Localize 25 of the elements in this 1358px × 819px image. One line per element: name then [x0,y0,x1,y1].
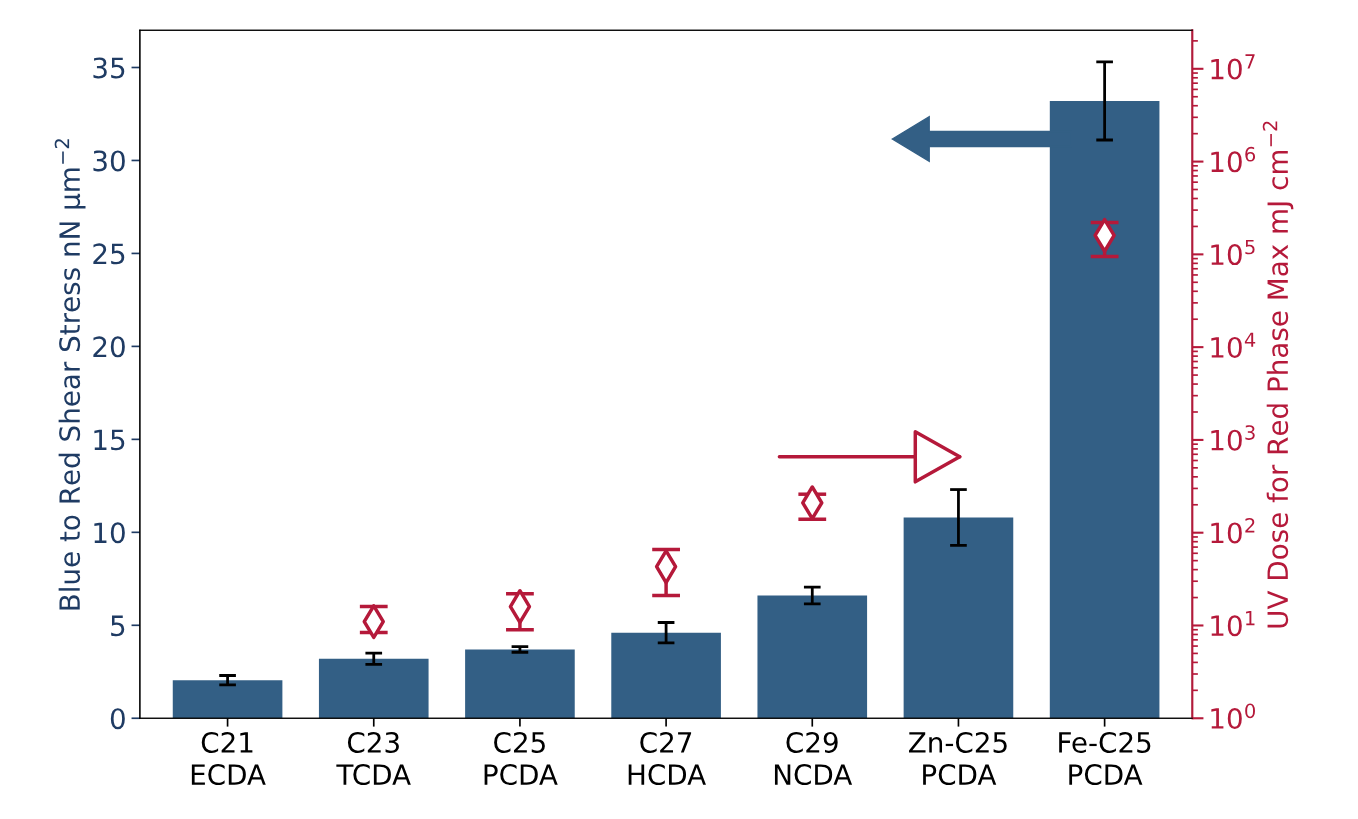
y2-tick-label: 10$^{1}$ [1211,611,1255,637]
x-tick-label: C23 TCDA [336,731,411,786]
y-axis-title: Blue to Red Shear Stress nN µm$^{−2}$ [54,139,86,610]
y-tick-label: 25 [93,243,125,265]
y2-tick-label: 10$^{4}$ [1211,332,1256,358]
y2-axis-title: UV Dose for Red Phase Max mJ cm$^{−2}$ [1262,121,1294,628]
y-tick-label: 20 [93,336,125,358]
y-tick-label: 35 [93,57,125,79]
x-tick-label: C29 NCDA [774,731,853,786]
y-tick-label: 0 [110,708,125,730]
y2-tick-label: 10$^{3}$ [1211,425,1255,451]
x-tick-label: Fe-C25 PCDA [1059,731,1151,786]
x-tick-label: Zn-C25 PCDA [909,731,1007,786]
y2-tick-label: 10$^{6}$ [1211,146,1256,173]
y-tick-label: 5 [111,615,125,637]
y2-tick-label: 10$^{7}$ [1211,54,1255,80]
y2-tick-label: 10$^{0}$ [1211,703,1255,729]
y-tick-label: 30 [93,150,125,172]
x-tick-label: C27 HCDA [628,731,706,786]
y-tick-label: 15 [94,429,125,451]
y-tick-label: 10 [94,522,125,544]
y2-tick-label: 10$^{2}$ [1211,517,1255,544]
y2-tick-label: 10$^{5}$ [1211,239,1255,266]
x-tick-label: C21 ECDA [191,731,266,786]
x-tick-label: C25 PCDA [484,731,558,786]
